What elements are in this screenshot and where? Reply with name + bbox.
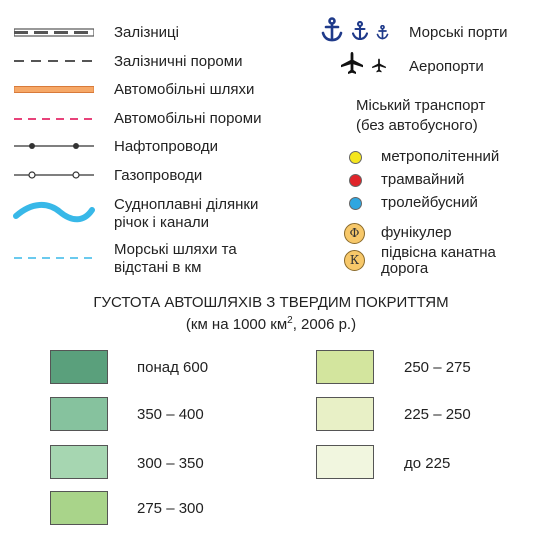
tram-label: трамвайний xyxy=(381,171,465,188)
railway-ferry-label: Залізничні пороми xyxy=(114,53,243,70)
road-ferry-symbol xyxy=(14,118,94,120)
density-range-label: 250 – 275 xyxy=(404,359,471,376)
railway-ferry-symbol xyxy=(14,60,94,62)
density-range-label: 350 – 400 xyxy=(137,406,204,423)
oil-pipeline-symbol xyxy=(14,143,94,149)
density-subtitle-suffix: , 2006 р.) xyxy=(292,316,357,333)
tram-dot xyxy=(349,174,362,187)
city-transport-title-1: Міський транспорт xyxy=(356,97,486,114)
railway-symbol xyxy=(14,28,94,37)
airplane-icon xyxy=(341,52,363,74)
density-range-label: 300 – 350 xyxy=(137,455,204,472)
cable-car-icon: К xyxy=(344,250,365,271)
density-title: ГУСТОТА АВТОШЛЯХІВ З ТВЕРДИМ ПОКРИТТЯМ xyxy=(93,294,449,311)
density-swatch xyxy=(50,491,108,525)
density-swatch xyxy=(50,445,108,479)
navigable-river-label-2: річок і канали xyxy=(114,214,210,231)
cable-car-label-2: дорога xyxy=(381,260,429,277)
density-swatch xyxy=(316,445,374,479)
navigable-river-symbol xyxy=(13,202,95,223)
sea-route-symbol xyxy=(14,257,94,259)
density-range-label: до 225 xyxy=(404,455,451,472)
anchor-icon xyxy=(376,25,389,40)
funicular-icon: Ф xyxy=(344,223,365,244)
density-swatch xyxy=(316,397,374,431)
airplane-icon xyxy=(372,58,386,73)
road-ferry-label: Автомобільні пороми xyxy=(114,110,262,127)
sea-route-label-1: Морські шляхи та xyxy=(114,241,237,258)
oil-pipeline-label: Нафтопроводи xyxy=(114,138,218,155)
airports-label: Аеропорти xyxy=(409,58,484,75)
trolleybus-dot xyxy=(349,197,362,210)
trolleybus-label: тролейбусний xyxy=(381,194,478,211)
density-subtitle-sup: 2 xyxy=(287,315,293,326)
cable-car-label-1: підвісна канатна xyxy=(381,244,496,261)
road-symbol xyxy=(14,86,94,93)
sea-route-label-2: відстані в км xyxy=(114,259,202,276)
road-label: Автомобільні шляхи xyxy=(114,81,255,98)
density-range-label: понад 600 xyxy=(137,359,209,376)
gas-pipeline-label: Газопроводи xyxy=(114,167,203,184)
anchor-icon xyxy=(351,21,369,41)
density-swatch xyxy=(316,350,374,384)
navigable-river-label-1: Судноплавні ділянки xyxy=(114,196,259,213)
funicular-label: фунікулер xyxy=(381,224,452,241)
anchor-icon xyxy=(321,17,343,42)
railway-label: Залізниці xyxy=(114,24,179,41)
city-transport-title-2: (без автобусного) xyxy=(356,117,478,134)
density-swatch xyxy=(50,350,108,384)
density-range-label: 225 – 250 xyxy=(404,406,471,423)
density-range-label: 275 – 300 xyxy=(137,500,204,517)
density-subtitle-prefix: (км на 1000 км xyxy=(185,316,288,333)
density-subtitle: (км на 1000 км2, 2006 р.) xyxy=(0,315,542,333)
metro-label: метрополітенний xyxy=(381,148,500,165)
sea-ports-label: Морські порти xyxy=(409,24,508,41)
metro-dot xyxy=(349,151,362,164)
density-swatch xyxy=(50,397,108,431)
gas-pipeline-symbol xyxy=(14,171,94,179)
